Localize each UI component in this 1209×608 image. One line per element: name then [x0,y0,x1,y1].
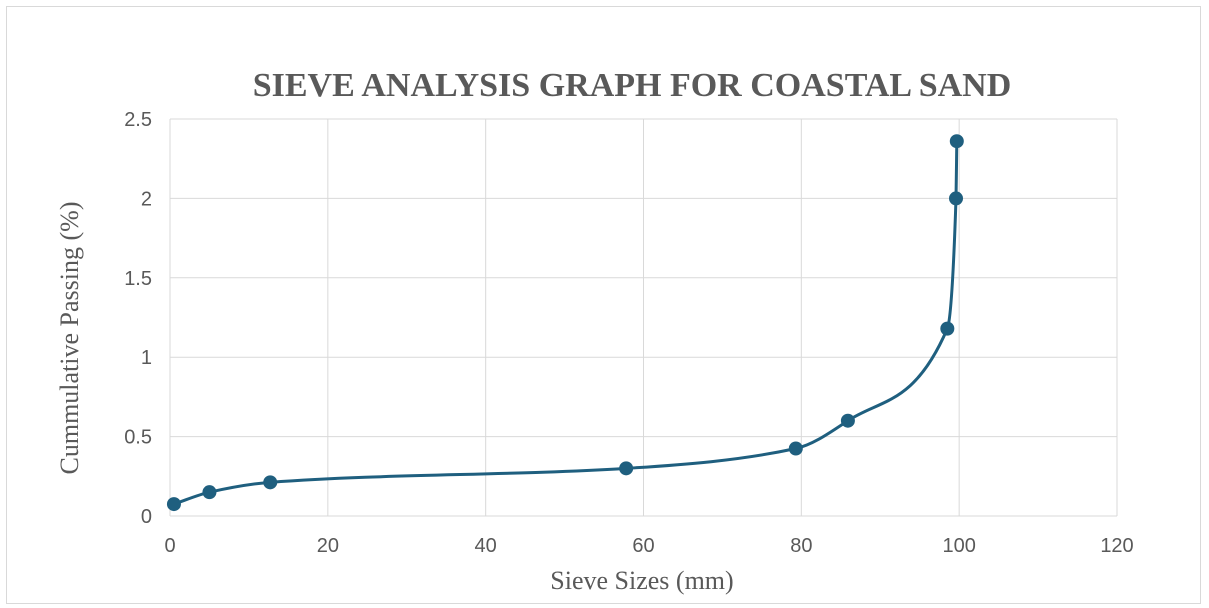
data-point [788,441,803,456]
data-series [166,134,964,512]
data-point [263,475,278,490]
y-tick-label: 2 [141,188,152,210]
y-tick-label: 0.5 [124,427,152,449]
data-point [202,485,217,500]
y-tick-label: 0 [141,506,152,528]
x-tick-label: 80 [790,535,812,557]
y-tick-label: 1 [141,347,152,369]
gridlines [169,118,1118,517]
data-point [840,413,855,428]
data-point [166,497,181,512]
y-tick-label: 1.5 [124,268,152,290]
y-tick-label: 2.5 [124,109,152,131]
chart-container [6,6,1201,604]
data-point [940,321,955,336]
x-tick-label: 100 [942,535,975,557]
tick-labels: 0 0.5 1 1.5 2 2.5 0 20 40 60 80 100 120 [124,109,1134,557]
data-point [949,134,964,149]
x-tick-label: 0 [164,535,175,557]
data-point [619,461,634,476]
x-tick-label: 40 [475,535,497,557]
x-tick-label: 120 [1100,535,1133,557]
x-tick-label: 60 [632,535,654,557]
data-point [949,191,964,206]
x-tick-label: 20 [317,535,339,557]
series-line [172,139,959,506]
x-axis-title: Sieve Sizes (mm) [550,566,733,595]
chart-title: SIEVE ANALYSIS GRAPH FOR COASTAL SAND [253,67,1012,104]
y-axis-title: Cummulative Passing (%) [55,202,84,475]
